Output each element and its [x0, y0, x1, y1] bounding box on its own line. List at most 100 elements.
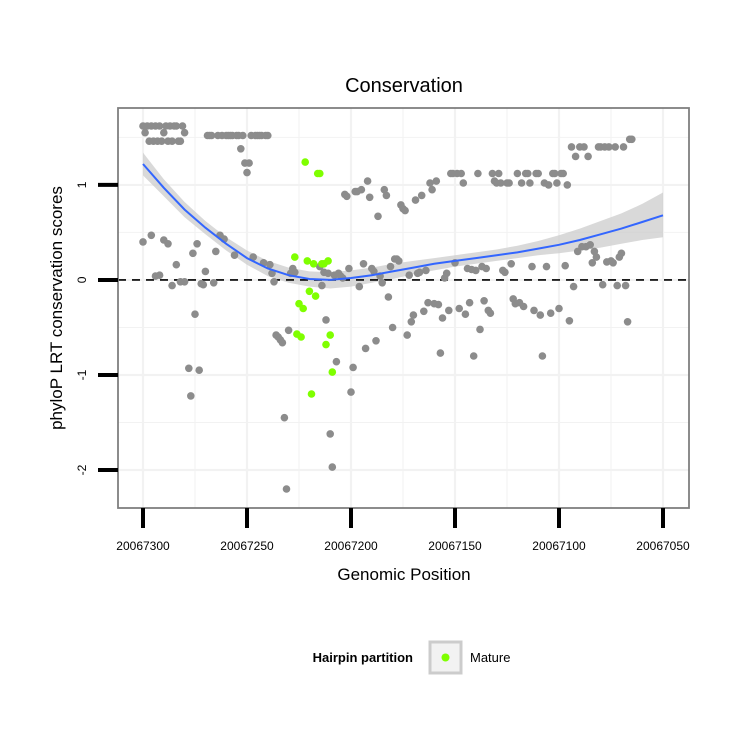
mature-data-point: [299, 304, 308, 313]
data-point: [501, 268, 509, 277]
data-point: [280, 413, 289, 422]
data-point: [459, 179, 468, 187]
data-point: [445, 306, 453, 315]
data-point: [517, 179, 526, 187]
data-point: [193, 240, 201, 248]
data-point: [409, 311, 418, 319]
data-point: [436, 349, 445, 357]
legend: Hairpin partition Mature: [313, 640, 510, 675]
data-point: [538, 352, 547, 360]
data-point: [428, 185, 436, 194]
data-point: [415, 268, 424, 277]
data-point: [249, 253, 257, 261]
mature-data-point: [291, 253, 299, 261]
data-point: [191, 310, 199, 319]
y-axis: -2 -1 0 1: [75, 181, 118, 475]
data-point: [526, 179, 534, 187]
data-point: [243, 168, 251, 177]
data-point: [586, 241, 594, 249]
data-point: [141, 128, 149, 137]
data-point: [465, 298, 474, 307]
data-point: [326, 430, 335, 438]
data-point: [420, 307, 428, 316]
data-point: [617, 249, 626, 258]
data-point: [588, 259, 597, 267]
data-point: [542, 262, 551, 271]
data-point: [209, 279, 218, 287]
data-point: [328, 463, 337, 471]
data-point: [422, 266, 430, 275]
x-tick-label: 20067100: [532, 539, 586, 553]
data-point: [324, 269, 332, 278]
data-point: [530, 306, 538, 315]
data-point: [536, 311, 545, 319]
data-point: [282, 485, 291, 493]
data-point: [434, 300, 443, 309]
legend-label-mature: Mature: [470, 650, 510, 665]
data-point: [361, 344, 370, 353]
data-point: [264, 131, 272, 140]
data-point: [180, 278, 189, 286]
data-point: [395, 257, 403, 265]
data-point: [507, 260, 515, 268]
data-point: [380, 185, 389, 194]
data-point: [185, 364, 193, 373]
data-point: [426, 179, 434, 187]
data-point: [571, 152, 580, 161]
data-point: [455, 304, 464, 313]
data-point: [438, 314, 447, 322]
data-point: [237, 145, 245, 153]
data-point: [598, 280, 607, 289]
data-point: [569, 282, 578, 291]
data-point: [486, 309, 495, 318]
data-point: [384, 293, 393, 301]
data-point: [476, 325, 484, 334]
y-tick-label: -1: [75, 369, 89, 380]
data-point: [417, 191, 426, 200]
data-point: [472, 266, 480, 275]
x-tick-label: 20067150: [428, 539, 482, 553]
data-point: [544, 181, 553, 189]
data-point: [474, 169, 482, 178]
x-axis: 20067300 20067250 20067200 20067150 20067100…: [116, 508, 690, 553]
data-point: [176, 137, 185, 145]
data-point: [609, 259, 617, 267]
mature-data-point: [307, 390, 316, 398]
data-point: [424, 298, 432, 307]
data-point: [497, 179, 505, 187]
chart-title: Conservation: [345, 75, 463, 97]
data-point: [619, 143, 628, 151]
data-point: [378, 279, 387, 287]
data-point: [157, 137, 166, 145]
data-point: [155, 122, 164, 130]
data-point: [551, 169, 559, 178]
data-point: [370, 267, 378, 276]
data-point: [199, 280, 208, 289]
data-point: [239, 131, 247, 140]
data-point: [401, 206, 409, 215]
data-point: [513, 169, 522, 178]
data-point: [365, 193, 374, 202]
data-point: [584, 152, 592, 161]
data-point: [469, 352, 478, 360]
data-point: [563, 181, 572, 189]
data-point: [164, 240, 172, 248]
data-point: [230, 251, 239, 259]
data-point: [343, 192, 351, 201]
data-point: [382, 191, 391, 200]
data-point: [187, 392, 195, 400]
mature-points: [291, 158, 337, 398]
data-point: [559, 169, 567, 178]
data-point: [212, 247, 220, 256]
data-point: [180, 128, 189, 137]
data-point: [357, 185, 366, 194]
x-tick-label: 20067300: [116, 539, 170, 553]
y-tick-label: -2: [75, 464, 89, 475]
data-point: [592, 253, 601, 261]
panel-border: [117, 107, 690, 509]
data-point: [172, 260, 181, 269]
data-point: [278, 338, 287, 347]
mature-data-point: [309, 260, 318, 268]
plot-panel: [117, 107, 690, 509]
legend-key-box: [428, 640, 463, 675]
